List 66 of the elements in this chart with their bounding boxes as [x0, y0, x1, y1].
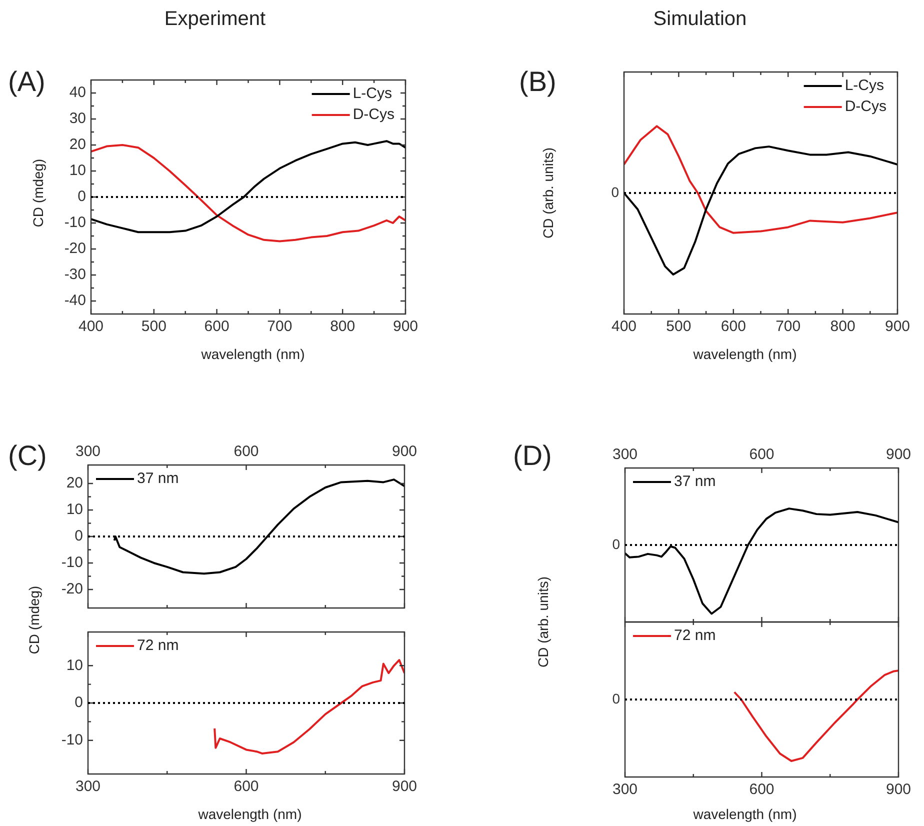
y-tick-label: -10 [64, 214, 86, 232]
y-axis-title: CD (mdeg) [26, 584, 43, 656]
x-axis-title: wavelength (nm) [692, 806, 798, 822]
legend-label: L-Cys [844, 77, 884, 94]
y-tick-label: -10 [61, 732, 83, 749]
y-tick-label: -10 [61, 554, 83, 572]
x-tick-label: 900 [886, 781, 911, 798]
y-tick-label: 20 [66, 474, 83, 492]
x-tick-label: 300 [612, 781, 638, 798]
legend-label: 72 nm [674, 627, 716, 644]
y-tick-label: 0 [74, 694, 83, 712]
x-tick-label: 600 [749, 446, 774, 464]
y-tick-label: 30 [69, 110, 86, 128]
y-axis-title: CD (arb. units) [540, 147, 556, 239]
legend-label: D-Cys [352, 106, 394, 124]
x-tick-label: 900 [884, 318, 910, 336]
x-tick-label: 400 [611, 318, 637, 336]
x-tick-label: 300 [75, 778, 101, 796]
x-tick-label: 700 [776, 318, 801, 336]
x-tick-label: 600 [234, 443, 259, 460]
x-tick-label: 900 [392, 778, 417, 796]
y-tick-label: 20 [69, 136, 86, 154]
x-tick-label: 600 [720, 318, 746, 336]
x-tick-label: 400 [78, 318, 104, 336]
y-tick-label: 40 [69, 84, 86, 102]
legend-label: 37 nm [137, 470, 179, 488]
y-axis-title: CD (mdeg) [30, 158, 46, 228]
x-tick-label: 800 [330, 318, 356, 336]
y-axis-title: CD (arb. units) [535, 575, 552, 670]
x-tick-label: 500 [141, 318, 166, 336]
y-tick-label: 10 [66, 501, 83, 518]
x-axis-title: wavelength (nm) [197, 806, 303, 822]
y-tick-label: -40 [64, 292, 86, 310]
y-tick-label: 0 [74, 528, 83, 545]
chart-title: Simulation [652, 8, 748, 31]
x-tick-label: 500 [666, 318, 692, 336]
text: (B) [519, 66, 556, 98]
chart-title: Experiment [163, 8, 267, 31]
x-tick-label: 300 [75, 443, 101, 460]
y-tick-label: -30 [64, 266, 86, 284]
x-tick-label: 600 [749, 781, 774, 798]
text: (C) [8, 440, 47, 472]
text: (A) [8, 66, 46, 98]
x-axis-title: wavelength (nm) [200, 346, 306, 362]
x-tick-label: 600 [204, 318, 230, 336]
legend-label: L-Cys [352, 85, 392, 102]
x-tick-label: 900 [392, 443, 417, 460]
x-tick-label: 700 [267, 318, 292, 336]
x-tick-label: 800 [830, 318, 856, 336]
x-axis-title: wavelength (nm) [692, 346, 798, 362]
x-tick-label: 600 [234, 778, 259, 796]
x-tick-label: 900 [886, 446, 911, 464]
y-tick-label: -20 [64, 240, 86, 258]
text: (D) [513, 440, 552, 472]
y-tick-label: -20 [61, 580, 83, 598]
ref-line-label: 0 [612, 690, 620, 706]
ref-line-label: 0 [612, 536, 620, 552]
legend-label: D-Cys [844, 98, 886, 116]
y-tick-label: 0 [78, 188, 86, 206]
ref-line-label: 0 [611, 184, 620, 200]
y-tick-label: 10 [69, 162, 86, 180]
legend-label: 37 nm [674, 473, 716, 490]
x-tick-label: 300 [612, 446, 638, 464]
x-tick-label: 900 [392, 318, 418, 336]
y-tick-label: 10 [66, 656, 83, 674]
legend-label: 72 nm [137, 637, 179, 654]
